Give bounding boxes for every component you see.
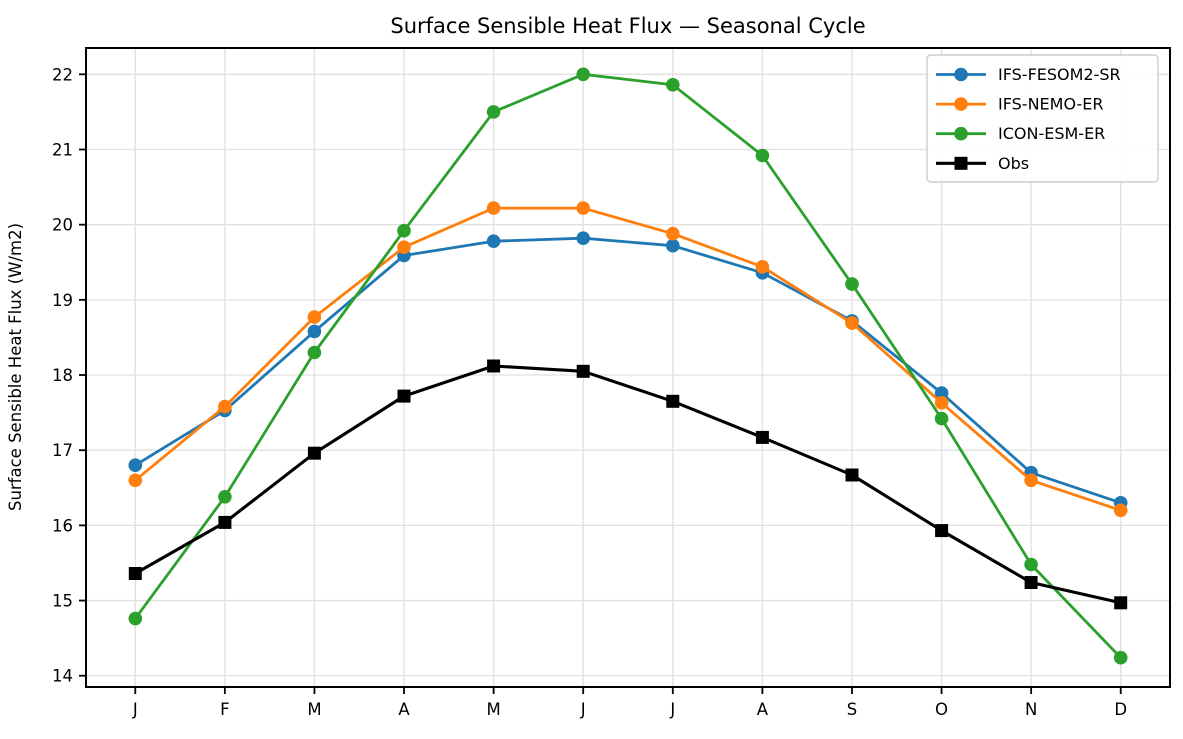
series-obs [128, 359, 1128, 610]
data-point-marker [935, 524, 949, 538]
data-point-marker [307, 446, 321, 460]
data-point-marker [755, 260, 770, 274]
data-point-marker [218, 399, 232, 414]
data-point-marker [486, 234, 501, 248]
y-tick-label: 17 [52, 441, 73, 460]
data-point-marker [666, 78, 680, 92]
legend-label: IFS-NEMO-ER [998, 95, 1104, 114]
data-point-marker [845, 277, 859, 291]
data-point-marker [1113, 650, 1128, 665]
data-point-marker [576, 364, 590, 378]
y-tick-label: 21 [52, 140, 73, 159]
data-point-marker [845, 316, 859, 330]
data-point-marker [666, 226, 680, 241]
data-point-marker [1113, 503, 1128, 518]
data-point-marker [128, 611, 143, 626]
series-ifs-nemo-er [128, 201, 1128, 518]
data-point-marker [307, 345, 322, 360]
x-tick-label: A [398, 700, 410, 719]
data-point-marker [218, 490, 232, 504]
legend-sample-marker [954, 67, 968, 82]
x-tick-label: J [132, 700, 138, 719]
legend-item-ifs-fesom2-sr: IFS-FESOM2-SR [936, 65, 1121, 84]
legend-item-obs: Obs [936, 154, 1029, 173]
legend-label: ICON-ESM-ER [998, 124, 1105, 143]
data-point-marker [666, 238, 680, 253]
legend-sample-marker [954, 156, 968, 170]
data-point-marker [307, 310, 322, 324]
data-point-marker [934, 386, 949, 400]
y-axis: 14 15 16 17 18 19 20 21 22 [52, 65, 86, 686]
x-tick-label: D [1114, 700, 1127, 719]
legend-sample-marker [954, 126, 968, 141]
x-tick-label: J [580, 700, 586, 719]
series-line [133, 236, 1123, 505]
data-point-marker [1024, 576, 1038, 589]
legend: IFS-FESOM2-SR IFS-NEMO-ER ICON-ESM-ER Obs [926, 54, 1159, 183]
data-point-marker [486, 105, 501, 119]
x-tick-label: J [669, 700, 675, 719]
data-point-marker [128, 473, 143, 488]
chart-title: Surface Sensible Heat Flux — Seasonal Cy… [390, 14, 865, 38]
y-tick-label: 19 [52, 291, 73, 310]
x-tick-label: M [307, 700, 321, 719]
series-line [133, 364, 1123, 605]
data-point-marker [934, 411, 949, 426]
series-icon-esm-er [128, 67, 1128, 665]
legend-frame [926, 54, 1159, 183]
series-line [133, 206, 1123, 512]
x-tick-label: O [935, 700, 948, 719]
data-point-marker [128, 567, 142, 580]
data-point-marker [128, 458, 143, 473]
data-point-marker [755, 148, 770, 163]
y-tick-label: 18 [52, 366, 73, 385]
y-tick-label: 22 [52, 65, 73, 84]
x-tick-label: F [220, 700, 230, 719]
y-axis-label: Surface Sensible Heat Flux (W/m2) [6, 223, 25, 511]
legend-item-icon-esm-er: ICON-ESM-ER [936, 124, 1105, 143]
data-point-marker [1024, 557, 1038, 572]
axes-spines [85, 47, 1171, 688]
data-point-marker [845, 468, 859, 482]
data-point-marker [307, 324, 322, 339]
legend-sample-marker [954, 97, 968, 111]
series-line [133, 72, 1123, 660]
data-point-marker [1114, 596, 1128, 610]
legend-item-ifs-nemo-er: IFS-NEMO-ER [936, 95, 1104, 114]
data-point-marker [755, 430, 769, 444]
x-tick-label: A [757, 700, 769, 719]
data-point-marker [218, 515, 232, 529]
data-point-marker [934, 396, 949, 410]
data-point-marker [576, 67, 590, 82]
legend-label: IFS-FESOM2-SR [998, 65, 1121, 84]
data-point-marker [576, 201, 590, 215]
x-tick-label: S [847, 700, 857, 719]
y-tick-label: 14 [52, 667, 73, 686]
data-point-marker [397, 240, 411, 254]
data-point-marker [1024, 473, 1038, 488]
y-tick-label: 20 [52, 216, 73, 235]
data-point-marker [576, 231, 590, 245]
x-tick-label: M [486, 700, 500, 719]
legend-label: Obs [998, 154, 1029, 173]
data-point-marker [486, 201, 501, 215]
data-point-marker [397, 223, 411, 238]
data-point-marker [397, 389, 411, 403]
x-tick-label: N [1025, 700, 1037, 719]
y-tick-label: 16 [52, 516, 73, 535]
y-tick-label: 15 [52, 592, 73, 611]
data-point-marker [666, 394, 680, 408]
data-point-marker [487, 359, 501, 373]
